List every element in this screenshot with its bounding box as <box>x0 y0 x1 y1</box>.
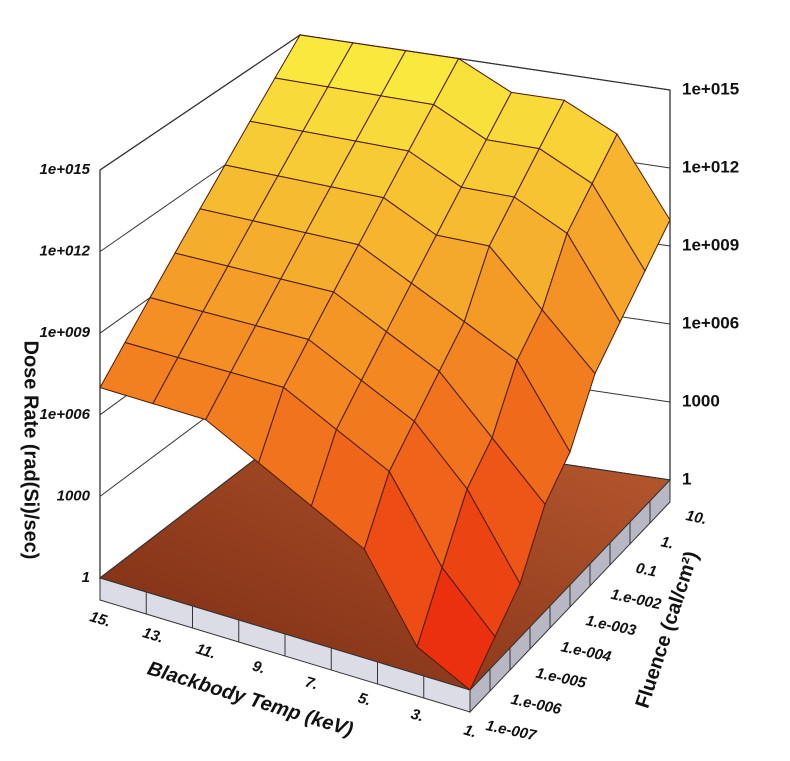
z-tick-label-right: 1e+006 <box>682 313 739 332</box>
y-tick-label: 10. <box>684 507 708 528</box>
z-tick-label-left: 1e+009 <box>40 324 91 341</box>
z-tick-label-left: 1000 <box>57 487 91 504</box>
y-tick-label: 1.e-004 <box>559 638 613 665</box>
surface-cell <box>416 566 496 691</box>
y-tick-label: 1.e-003 <box>584 612 638 639</box>
y-tick-label: 1.e-002 <box>609 586 663 613</box>
x-tick-label: 9. <box>250 658 267 678</box>
x-tick-label: 3. <box>409 706 426 726</box>
x-tick-label: 15. <box>88 608 113 630</box>
y-tick-label: 1.e-005 <box>534 665 588 692</box>
z-tick-label-right: 1e+015 <box>682 79 739 98</box>
y-tick-label: 1.e-006 <box>509 691 563 718</box>
y-tick-label: 1.e-007 <box>484 717 538 744</box>
y-tick-label: 0.1 <box>634 560 658 581</box>
z-tick-label-right: 1e+012 <box>682 157 739 176</box>
x-tick-label: 5. <box>356 690 373 710</box>
z-tick-label-left: 1e+006 <box>40 406 91 423</box>
z-tick-label-left: 1e+015 <box>40 161 91 178</box>
z-tick-label-right: 1 <box>682 469 691 488</box>
y-tick-label: 1. <box>659 533 675 552</box>
x-axis-title: Blackbody Temp (keV) <box>145 658 356 742</box>
z-tick-label-left: 1 <box>82 569 90 586</box>
z-tick-label-right: 1000 <box>682 391 720 410</box>
x-tick-label: 7. <box>303 674 320 694</box>
z-tick-label-left: 1e+012 <box>40 243 91 260</box>
z-tick-label-right: 1e+009 <box>682 235 739 254</box>
x-tick-label: 11. <box>194 640 218 662</box>
z-axis-title: Dose Rate (rad(Si)/sec) <box>20 341 42 560</box>
x-tick-label: 1. <box>462 722 479 742</box>
x-tick-label: 13. <box>141 624 166 646</box>
